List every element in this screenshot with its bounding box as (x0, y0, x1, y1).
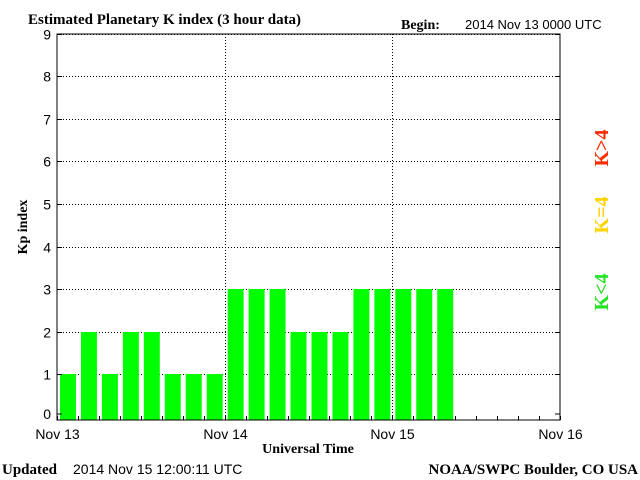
kp-bar (416, 289, 433, 420)
kp-bar (164, 374, 181, 420)
x-tick-label: Nov 14 (203, 426, 248, 442)
kp-bar (353, 289, 370, 420)
y-tick-label: 1 (43, 367, 51, 383)
kp-bar (143, 332, 160, 420)
source-credit: NOAA/SWPC Boulder, CO USA (429, 462, 639, 478)
y-tick-label: 3 (43, 282, 51, 298)
x-tick-label: Nov 13 (35, 426, 80, 442)
y-tick-label: 9 (43, 27, 51, 43)
begin-label: Begin: (401, 18, 440, 33)
kp-bar (122, 332, 139, 420)
y-tick-label: 8 (43, 69, 51, 85)
kp-bar (206, 374, 223, 420)
kp-bar (374, 289, 391, 420)
kp-bar (101, 374, 118, 420)
legend-k-less-4: K<4 (591, 274, 613, 311)
kp-bar (60, 374, 76, 420)
x-tick-label: Nov 15 (370, 426, 415, 442)
chart-title: Estimated Planetary K index (3 hour data… (28, 12, 301, 28)
y-axis: 0 1 2 3 4 5 6 7 8 9 (43, 27, 560, 422)
plot-area (56, 33, 561, 421)
y-tick-label: 4 (43, 240, 51, 256)
begin-value: 2014 Nov 13 0000 UTC (465, 17, 602, 32)
kp-bar (395, 289, 412, 420)
legend-k-greater-4: K>4 (591, 130, 613, 167)
y-tick-label: 6 (43, 154, 51, 170)
x-tick-label: Nov 16 (538, 426, 583, 442)
y-tick-label: 0 (43, 406, 51, 422)
kp-bar (290, 332, 307, 420)
kp-bar (332, 332, 349, 420)
y-tick-label: 5 (43, 197, 51, 213)
y-axis-label: Kp index (16, 200, 31, 255)
bars (60, 289, 454, 420)
legend-k-equal-4: K=4 (591, 197, 613, 234)
x-axis: Nov 13 Nov 14 Nov 15 Nov 16 (35, 416, 583, 442)
y-tick-label: 2 (43, 325, 51, 341)
kp-bar (185, 374, 202, 420)
kp-bar (269, 289, 286, 420)
kp-bar (80, 332, 97, 420)
plot-frame (56, 33, 561, 421)
y-tick-label: 7 (43, 112, 51, 128)
updated-label: Updated (2, 462, 58, 478)
x-axis-label: Universal Time (262, 442, 354, 457)
kp-bar (227, 289, 244, 420)
kp-bar (311, 332, 328, 420)
kp-bar (248, 289, 265, 420)
grid (57, 34, 560, 420)
updated-value: 2014 Nov 15 12:00:11 UTC (73, 461, 242, 477)
kp-bar (437, 289, 454, 420)
